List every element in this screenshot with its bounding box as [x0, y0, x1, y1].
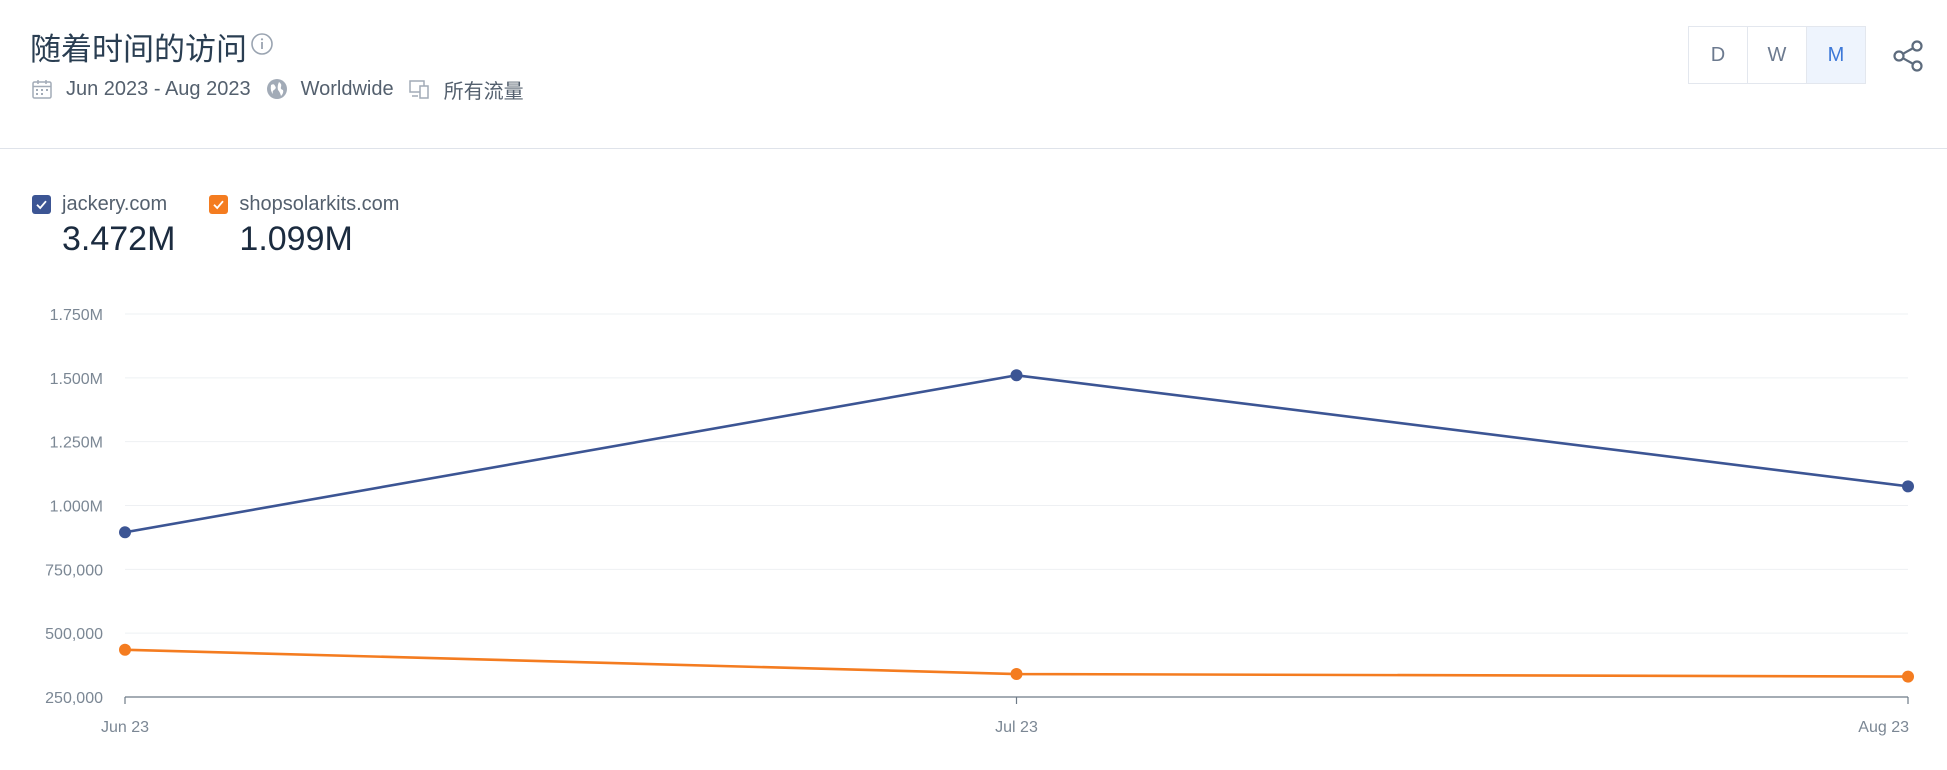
traffic-type-text[interactable]: 所有流量: [443, 78, 524, 103]
data-point-jackery: [1010, 369, 1023, 382]
check-icon: [36, 200, 47, 209]
data-point-shopsolarkits: [1902, 670, 1914, 683]
y-tick-label: 1.000M: [50, 499, 103, 516]
share-icon[interactable]: [1890, 38, 1926, 74]
series-checkbox-shopsolarkits[interactable]: [209, 194, 229, 214]
data-point-shopsolarkits: [119, 643, 131, 656]
legend-total-value: 1.099M: [239, 220, 353, 258]
y-tick-label: 750,000: [45, 562, 103, 579]
x-tick-label: Jul 23: [995, 719, 1038, 736]
chart-legend: jackery.com 3.472M shopsolarkits.com 1.0…: [32, 190, 433, 259]
chart-header: 随着时间的访问 Jun 2023 - Aug 2023 Worldwide 所有…: [0, 0, 1947, 149]
granularity-toggle: D W M: [1688, 26, 1866, 84]
filter-summary: Jun 2023 - Aug 2023 Worldwide 所有流量: [30, 76, 538, 103]
check-icon: [213, 200, 225, 209]
y-tick-label: 500,000: [45, 626, 103, 643]
date-range-text[interactable]: Jun 2023 - Aug 2023: [66, 77, 251, 100]
data-point-jackery: [119, 526, 131, 539]
granularity-weekly-button[interactable]: W: [1748, 27, 1807, 83]
data-point-shopsolarkits: [1010, 668, 1023, 681]
series-line-jackery: [124, 373, 1909, 534]
x-tick-label: Jun 23: [101, 719, 149, 736]
granularity-monthly-button[interactable]: M: [1807, 27, 1865, 83]
line-chart: 250,000 500,000 750,000 1.000M 1.250M 1.500M 1…: [45, 307, 1914, 736]
region-text[interactable]: Worldwide: [300, 77, 394, 100]
y-tick-label: 1.500M: [50, 371, 103, 388]
calendar-icon: [32, 80, 52, 99]
page-title: 随着时间的访问: [30, 32, 247, 68]
y-tick-label: 250,000: [45, 690, 103, 707]
series-checkbox-jackery[interactable]: [32, 194, 51, 214]
data-point-jackery: [1902, 480, 1914, 493]
y-tick-label: 1.250M: [50, 435, 103, 452]
globe-icon: [266, 79, 287, 99]
devices-icon: [408, 80, 429, 99]
info-icon[interactable]: [250, 32, 274, 56]
x-tick-label: Aug 23: [1858, 719, 1909, 736]
granularity-daily-button[interactable]: D: [1689, 27, 1748, 83]
legend-label: shopsolarkits.com: [239, 192, 400, 215]
y-tick-label: 1.750M: [50, 307, 103, 324]
legend-item-jackery: jackery.com 3.472M: [32, 190, 175, 259]
legend-label: jackery.com: [62, 192, 168, 215]
legend-item-shopsolarkits: shopsolarkits.com 1.099M: [209, 190, 399, 259]
legend-total-value: 3.472M: [62, 220, 176, 258]
